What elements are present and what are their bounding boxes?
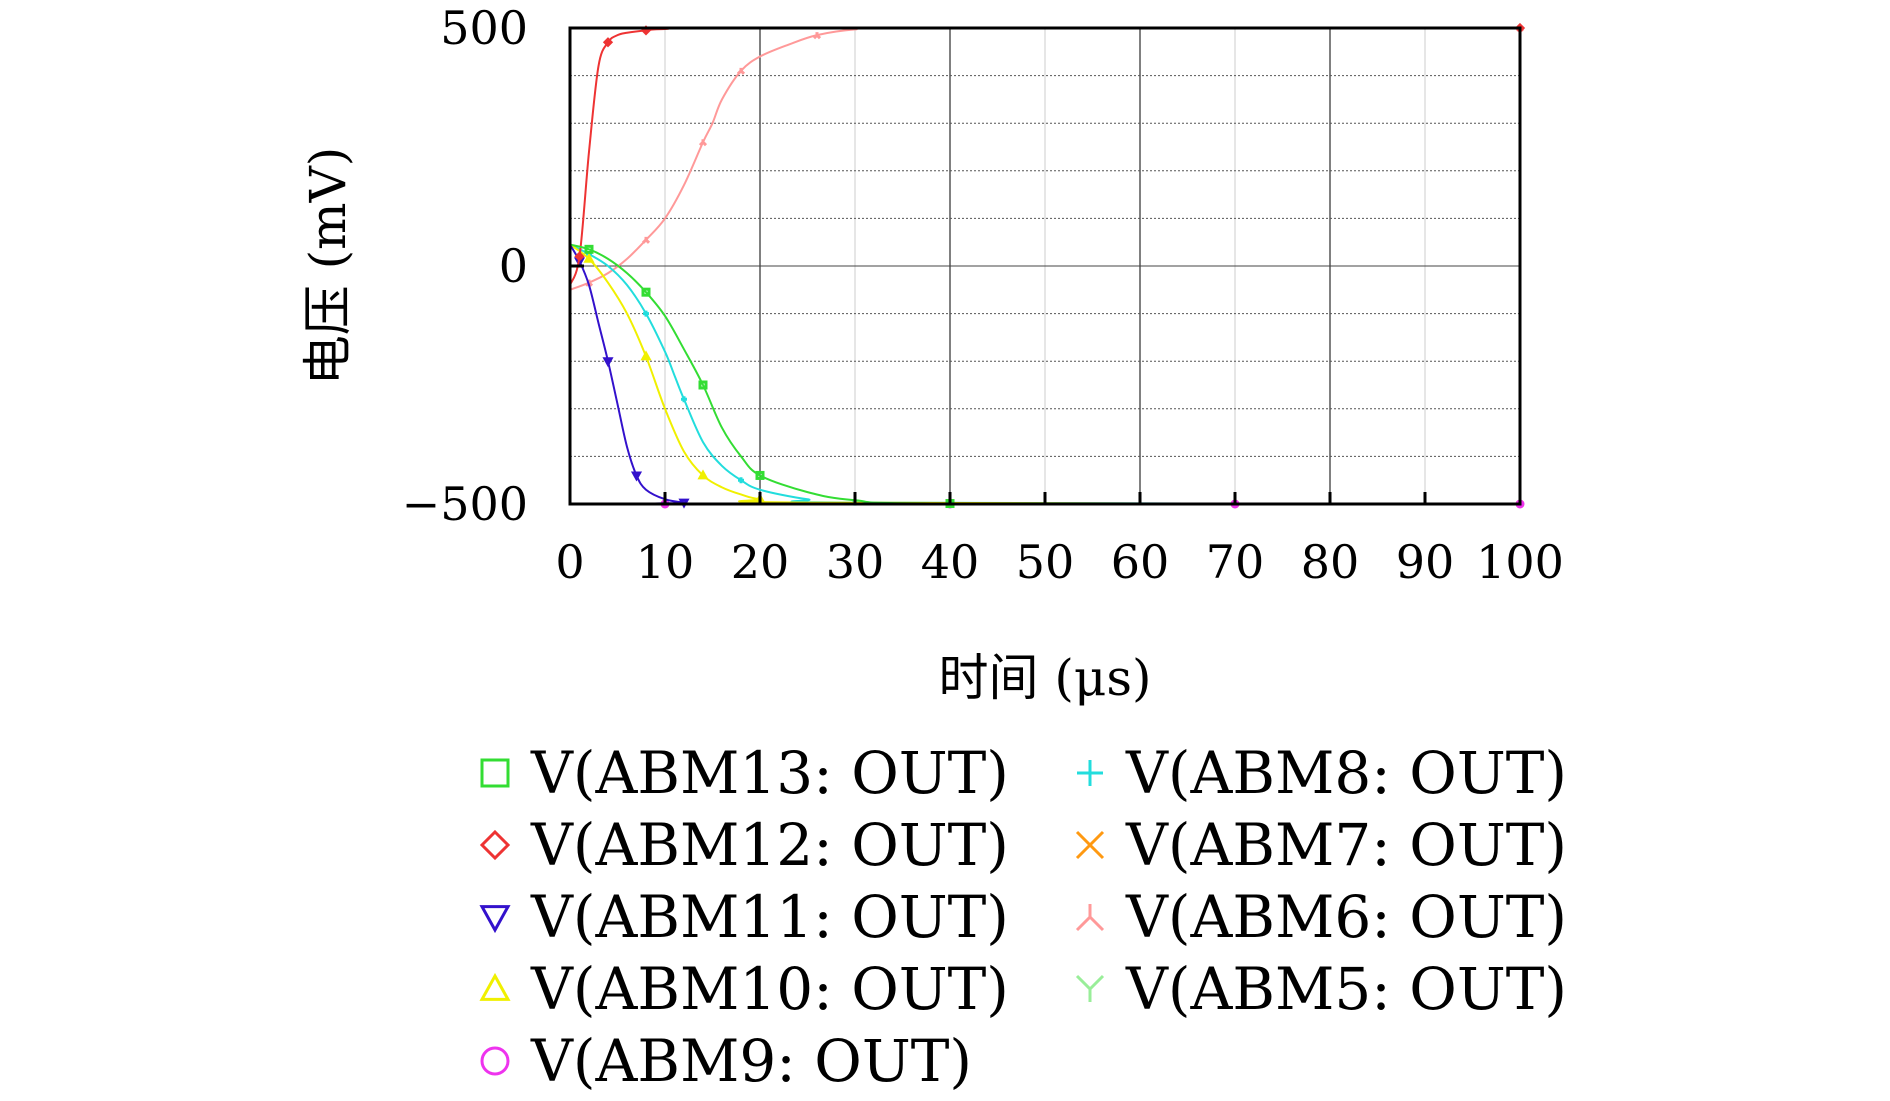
legend-marker [1075, 904, 1105, 932]
legend-marker [479, 972, 511, 1001]
legend-marker [480, 1046, 510, 1076]
x-tick-label: 70 [1206, 535, 1265, 589]
legend-marker [480, 758, 510, 788]
axis-ticks [568, 26, 1522, 506]
legend-label: V(ABM6: OUT) [1125, 883, 1567, 951]
legend-label: V(ABM5: OUT) [1125, 955, 1567, 1023]
x-tick-label: 50 [1016, 535, 1075, 589]
x-tick-label: 60 [1111, 535, 1170, 589]
y-axis-title: 电压 (mV) [299, 147, 357, 385]
legend-label: V(ABM11: OUT) [530, 883, 1009, 951]
data-point [630, 471, 643, 482]
series-v-abm12-out- [569, 22, 1526, 286]
legend-item: V(ABM5: OUT) [1075, 955, 1567, 1023]
y-tick-label: −500 [402, 477, 528, 531]
data-point [697, 469, 709, 480]
legend-marker [1075, 974, 1105, 1002]
data-point [812, 32, 822, 40]
data-point [738, 477, 744, 484]
data-point [640, 350, 652, 361]
legend: V(ABM13: OUT)V(ABM12: OUT)V(ABM11: OUT)V… [479, 739, 1567, 1095]
x-tick-label: 10 [636, 535, 695, 589]
data-point [602, 37, 614, 48]
legend-item: V(ABM12: OUT) [479, 811, 1009, 879]
legend-item: V(ABM6: OUT) [1075, 883, 1567, 951]
legend-marker [479, 829, 511, 861]
data-point [574, 251, 585, 262]
x-tick-label: 80 [1301, 535, 1360, 589]
data-point [736, 67, 746, 75]
data-point [643, 310, 649, 317]
legend-item: V(ABM8: OUT) [1077, 739, 1567, 807]
x-axis-title: 时间 (μs) [938, 649, 1151, 707]
series-v-abm6-out- [569, 25, 1525, 291]
x-tick-label: 90 [1396, 535, 1455, 589]
legend-label: V(ABM9: OUT) [530, 1027, 972, 1095]
data-point [583, 252, 595, 263]
y-tick-label: 0 [499, 239, 528, 293]
legend-label: V(ABM10: OUT) [530, 955, 1009, 1023]
x-tick-label: 40 [921, 535, 980, 589]
y-tick-label: 500 [440, 1, 528, 55]
legend-label: V(ABM13: OUT) [530, 739, 1009, 807]
data-point [641, 236, 651, 244]
data-point [602, 357, 614, 368]
data-point [755, 470, 765, 480]
legend-item: V(ABM7: OUT) [1075, 811, 1567, 879]
legend-item: V(ABM10: OUT) [479, 955, 1009, 1023]
legend-item: V(ABM11: OUT) [479, 883, 1009, 951]
data-point [584, 244, 594, 254]
y-tick-labels: 500 0 −500 [402, 1, 528, 531]
legend-marker [479, 905, 511, 934]
legend-marker [1075, 830, 1105, 860]
legend-marker [1077, 760, 1103, 786]
grid [569, 27, 1521, 505]
x-tick-label: 20 [731, 535, 790, 589]
data-point [698, 139, 708, 147]
data-point [698, 380, 708, 390]
legend-label: V(ABM7: OUT) [1125, 811, 1567, 879]
legend-label: V(ABM12: OUT) [530, 811, 1009, 879]
legend-label: V(ABM8: OUT) [1125, 739, 1567, 807]
x-tick-labels: 0 10 20 30 40 50 60 70 80 90 100 [555, 535, 1564, 589]
x-tick-label: 30 [826, 535, 885, 589]
data-point [681, 396, 687, 403]
data-point [641, 287, 651, 297]
legend-item: V(ABM13: OUT) [480, 739, 1009, 807]
legend-item: V(ABM9: OUT) [480, 1027, 972, 1095]
x-tick-label: 100 [1476, 535, 1564, 589]
x-tick-label: 0 [555, 535, 584, 589]
